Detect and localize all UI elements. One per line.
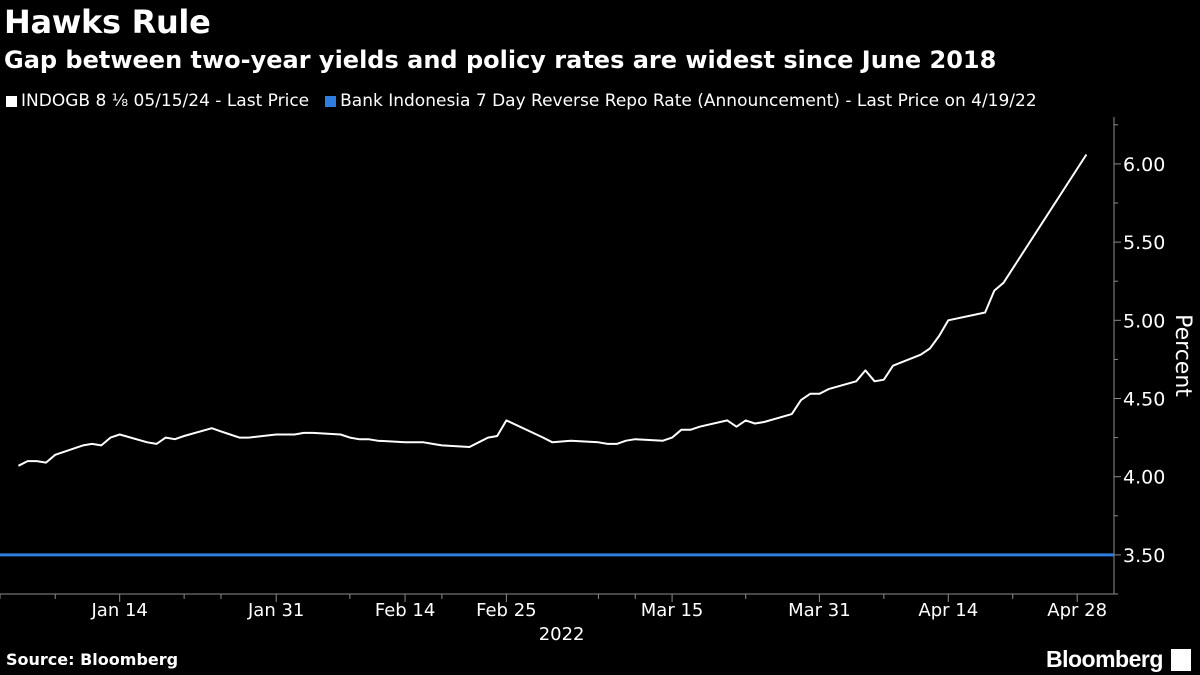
chart-title: Hawks Rule	[4, 3, 211, 41]
x-tick-label: Jan 14	[90, 600, 147, 621]
y-tick-label: 5.00	[1123, 310, 1165, 332]
source-note: Source: Bloomberg	[6, 650, 179, 669]
bloomberg-logo: Bloomberg	[1046, 646, 1191, 673]
legend-swatch	[6, 95, 17, 107]
y-tick-label: 3.50	[1123, 545, 1165, 567]
y-tick-label: 5.50	[1123, 232, 1165, 254]
x-tick-label: Apr 14	[918, 600, 978, 621]
y-tick-label: 4.50	[1123, 389, 1165, 411]
chart-icon	[1170, 648, 1191, 671]
y-tick-label: 4.00	[1123, 467, 1165, 489]
legend-item-policy-rate: Bank Indonesia 7 Day Reverse Repo Rate (…	[325, 90, 1037, 112]
chart-subtitle: Gap between two-year yields and policy r…	[4, 46, 997, 74]
legend-label: Bank Indonesia 7 Day Reverse Repo Rate (…	[340, 91, 1037, 111]
legend-item-bond-yield: INDOGB 8 ⅛ 05/15/24 - Last Price	[6, 90, 309, 112]
legend-swatch	[325, 95, 337, 107]
x-tick-label: Feb 25	[476, 600, 537, 621]
legend: INDOGB 8 ⅛ 05/15/24 - Last Price Bank In…	[6, 90, 1053, 112]
x-tick-label: Feb 14	[375, 600, 436, 621]
series-line-bond-yield	[17, 153, 1088, 467]
axes	[0, 117, 1121, 602]
x-year-label: 2022	[539, 624, 585, 645]
series-layer	[0, 153, 1114, 557]
brand-name: Bloomberg	[1046, 646, 1163, 672]
x-tick-label: Jan 31	[247, 600, 304, 621]
tick-labels: 3.50 4.00 4.50 5.00 5.50 6.00 Jan 14 Jan 31 Feb …	[90, 154, 1195, 645]
x-tick-label: Mar 15	[641, 600, 704, 621]
x-tick-label: Mar 31	[788, 600, 851, 621]
y-tick-label: 6.00	[1123, 154, 1165, 176]
legend-label: INDOGB 8 ⅛ 05/15/24 - Last Price	[21, 91, 310, 111]
x-tick-label: Apr 28	[1047, 600, 1107, 621]
y-axis-title: Percent	[1170, 314, 1195, 397]
